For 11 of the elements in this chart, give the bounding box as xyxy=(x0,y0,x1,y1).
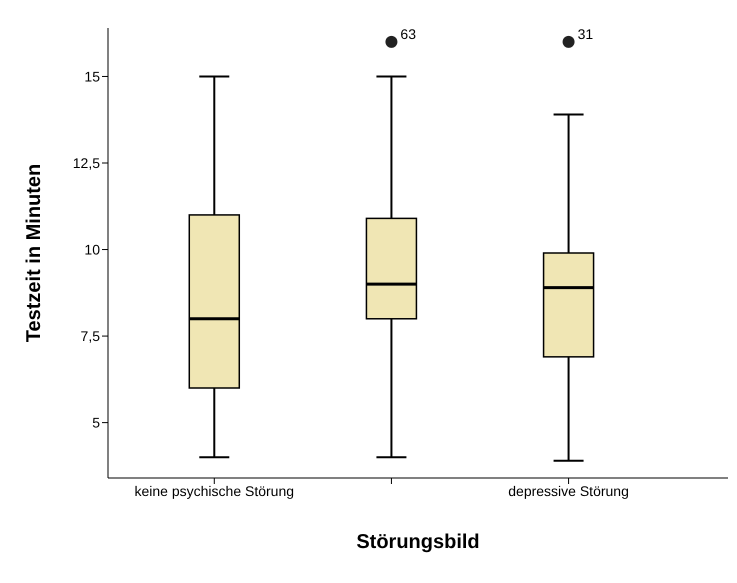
y-tick-label: 10 xyxy=(84,242,100,258)
x-tick-label: depressive Störung xyxy=(508,482,629,499)
y-tick-label: 12,5 xyxy=(72,154,100,171)
annotation: 63 xyxy=(400,26,416,42)
y-axis-title: Testzeit in Minuten xyxy=(23,164,46,342)
y-tick-label: 7,5 xyxy=(80,328,100,344)
y-tick-label: 15 xyxy=(84,68,100,84)
x-tick-label: keine psychische Störung xyxy=(134,482,294,499)
annotation: 31 xyxy=(578,26,594,42)
y-tick-label: 5 xyxy=(92,414,100,431)
x-axis-title: Störungsbild xyxy=(356,531,480,553)
